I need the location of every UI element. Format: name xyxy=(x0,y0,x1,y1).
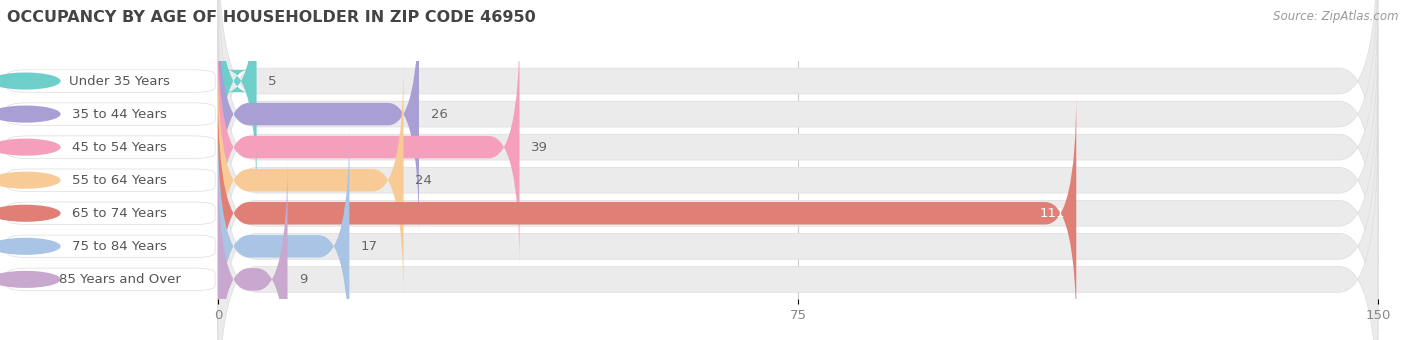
FancyBboxPatch shape xyxy=(218,0,1378,267)
Text: OCCUPANCY BY AGE OF HOUSEHOLDER IN ZIP CODE 46950: OCCUPANCY BY AGE OF HOUSEHOLDER IN ZIP C… xyxy=(7,10,536,25)
Text: Source: ZipAtlas.com: Source: ZipAtlas.com xyxy=(1274,10,1399,23)
Text: Under 35 Years: Under 35 Years xyxy=(69,74,170,87)
FancyBboxPatch shape xyxy=(218,158,287,340)
FancyBboxPatch shape xyxy=(218,0,257,202)
FancyBboxPatch shape xyxy=(218,0,1378,234)
FancyBboxPatch shape xyxy=(218,26,520,268)
FancyBboxPatch shape xyxy=(218,127,1378,340)
Text: 5: 5 xyxy=(269,74,277,87)
FancyBboxPatch shape xyxy=(218,92,1077,334)
Text: 75 to 84 Years: 75 to 84 Years xyxy=(72,240,167,253)
Text: 65 to 74 Years: 65 to 74 Years xyxy=(72,207,167,220)
FancyBboxPatch shape xyxy=(218,0,419,235)
Text: 9: 9 xyxy=(299,273,308,286)
Text: 24: 24 xyxy=(415,174,432,187)
Text: 26: 26 xyxy=(430,107,447,121)
Text: 17: 17 xyxy=(361,240,378,253)
FancyBboxPatch shape xyxy=(218,94,1378,340)
Text: 39: 39 xyxy=(531,141,548,154)
Text: 45 to 54 Years: 45 to 54 Years xyxy=(72,141,167,154)
Text: 35 to 44 Years: 35 to 44 Years xyxy=(72,107,167,121)
Text: 85 Years and Over: 85 Years and Over xyxy=(59,273,180,286)
FancyBboxPatch shape xyxy=(218,61,1378,340)
FancyBboxPatch shape xyxy=(218,0,1378,300)
FancyBboxPatch shape xyxy=(218,59,404,301)
Text: 55 to 64 Years: 55 to 64 Years xyxy=(72,174,167,187)
FancyBboxPatch shape xyxy=(218,125,349,340)
Text: 111: 111 xyxy=(1039,207,1064,220)
FancyBboxPatch shape xyxy=(218,28,1378,333)
